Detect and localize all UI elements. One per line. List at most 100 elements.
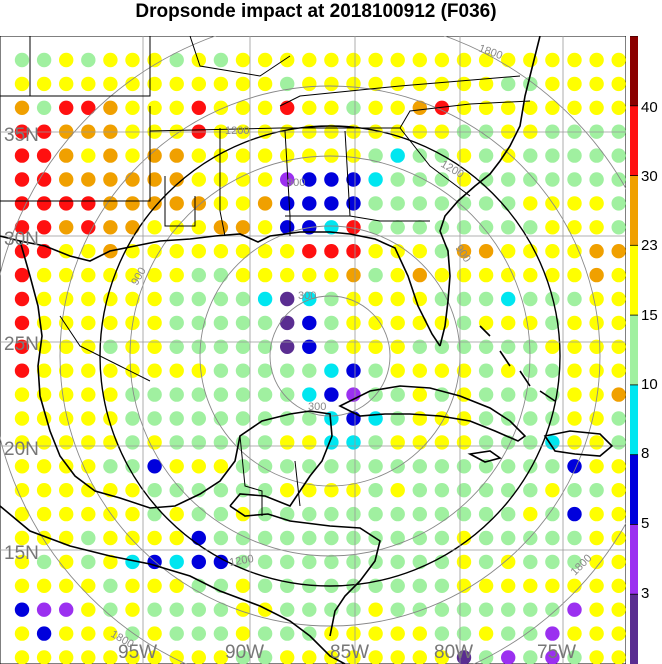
impact-dot	[567, 172, 582, 187]
impact-dot	[324, 196, 339, 211]
impact-dot	[103, 100, 118, 116]
impact-dot	[235, 267, 251, 283]
impact-dot	[545, 363, 560, 378]
impact-dot	[523, 172, 538, 187]
impact-dot	[390, 220, 405, 235]
impact-dot	[567, 52, 582, 68]
impact-dot	[390, 196, 405, 211]
impact-dot	[169, 602, 184, 617]
impact-dot	[58, 148, 74, 163]
impact-dot	[611, 244, 626, 259]
impact-dot	[434, 100, 450, 116]
impact-dot	[213, 411, 229, 426]
impact-dot	[257, 578, 273, 593]
range-rings	[0, 36, 626, 664]
impact-dot	[501, 506, 516, 522]
impact-dot	[81, 76, 96, 92]
impact-dot	[14, 76, 30, 92]
impact-dot	[169, 172, 184, 187]
impact-dot	[501, 339, 516, 354]
impact-dot	[257, 530, 273, 546]
impact-dot	[213, 483, 229, 498]
impact-dot	[589, 459, 604, 474]
impact-dot	[213, 339, 229, 354]
impact-dot	[103, 602, 118, 617]
impact-dot	[213, 363, 229, 378]
impact-dot	[501, 459, 516, 474]
impact-dot	[14, 602, 30, 617]
impact-dot	[58, 387, 74, 402]
impact-dot	[169, 626, 184, 641]
impact-dot	[147, 52, 162, 68]
impact-dot	[125, 291, 140, 307]
ring-label: 1200	[225, 125, 249, 137]
impact-dot	[81, 554, 96, 570]
impact-dot	[81, 435, 96, 450]
impact-dot	[280, 339, 295, 354]
impact-dot	[58, 244, 74, 259]
impact-dot	[589, 76, 604, 92]
impact-dot	[191, 506, 206, 522]
impact-dot	[346, 435, 361, 450]
impact-dot	[611, 52, 626, 68]
impact-dot	[478, 459, 494, 474]
impact-dot	[390, 315, 405, 331]
impact-dot	[280, 506, 295, 522]
impact-dot	[302, 291, 317, 307]
impact-dot	[302, 148, 317, 163]
impact-dot	[346, 315, 361, 331]
impact-dot	[235, 172, 251, 187]
impact-dot	[103, 315, 118, 331]
impact-dot	[257, 339, 273, 354]
impact-dot	[81, 196, 96, 211]
impact-dot	[589, 530, 604, 546]
impact-dot	[36, 483, 52, 498]
impact-dot	[81, 267, 96, 283]
impact-dot	[567, 578, 582, 593]
impact-dot	[235, 196, 251, 211]
impact-dot	[302, 52, 317, 68]
impact-dot	[103, 387, 118, 402]
impact-dot	[103, 554, 118, 570]
impact-dot	[147, 387, 162, 402]
impact-dot	[191, 100, 206, 116]
impact-dot	[589, 650, 604, 664]
impact-dot	[390, 339, 405, 354]
impact-dot	[14, 506, 30, 522]
lon-label: 75W	[537, 642, 576, 663]
colorbar-segment	[630, 105, 638, 176]
impact-dot	[213, 459, 229, 474]
impact-dot	[257, 244, 273, 259]
impact-dot	[58, 267, 74, 283]
impact-dot	[257, 459, 273, 474]
impact-dot	[14, 148, 30, 163]
impact-dot	[368, 76, 383, 92]
impact-dot	[478, 650, 494, 664]
impact-dot	[545, 172, 560, 187]
impact-dot	[567, 530, 582, 546]
impact-dot	[169, 650, 184, 664]
impact-dot	[368, 291, 383, 307]
impact-dot	[346, 530, 361, 546]
impact-dot	[191, 602, 206, 617]
impact-dot	[81, 411, 96, 426]
impact-dot	[324, 100, 339, 116]
impact-dot	[611, 650, 626, 664]
impact-dot	[368, 339, 383, 354]
impact-dot	[125, 530, 140, 546]
impact-dot	[412, 578, 427, 593]
impact-dot	[611, 411, 626, 426]
lon-label: 95W	[118, 642, 157, 663]
impact-dot	[368, 148, 383, 163]
impact-dot	[302, 650, 317, 664]
impact-dot	[191, 387, 206, 402]
impact-dot	[257, 650, 273, 664]
impact-dot	[611, 100, 626, 116]
impact-dot	[235, 220, 251, 235]
impact-dot	[501, 602, 516, 617]
impact-dot	[169, 554, 184, 570]
impact-dot	[545, 554, 560, 570]
impact-dot	[434, 459, 450, 474]
impact-dot	[523, 411, 538, 426]
impact-dot	[59, 650, 74, 664]
